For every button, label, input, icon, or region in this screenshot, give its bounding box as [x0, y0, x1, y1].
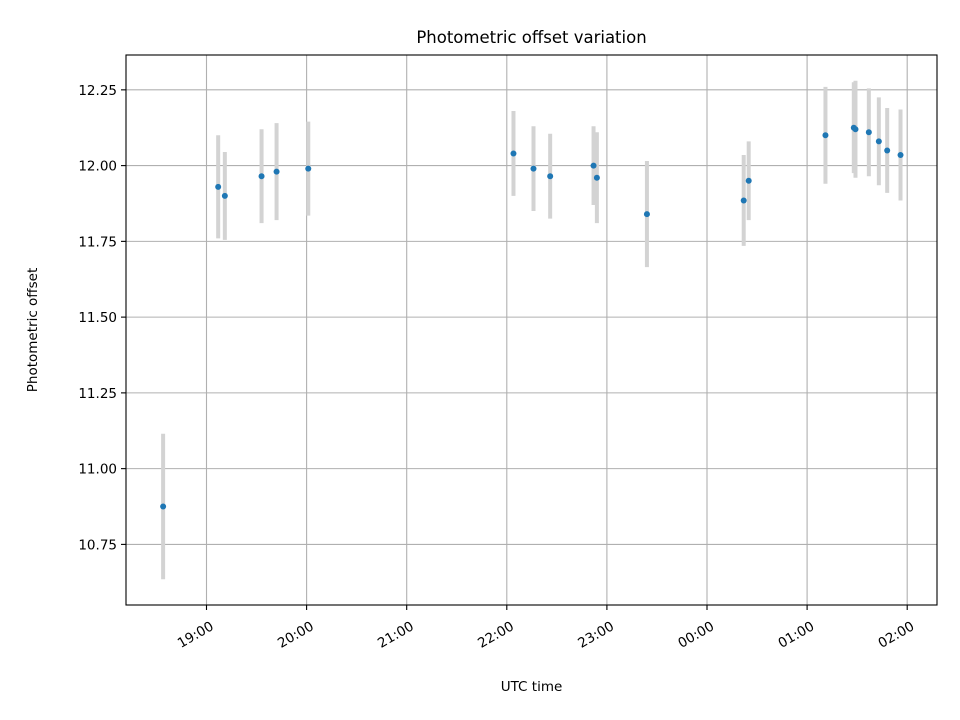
y-tick-label: 11.75 — [78, 234, 117, 250]
x-axis-label: UTC time — [501, 679, 563, 695]
y-tick-label: 11.50 — [78, 310, 117, 326]
data-point — [530, 165, 537, 172]
plot-frame — [125, 54, 938, 606]
data-points — [160, 124, 904, 510]
data-point — [745, 177, 752, 184]
y-tick-label: 12.25 — [78, 83, 117, 99]
y-tick-label: 12.00 — [78, 159, 117, 175]
data-point — [547, 173, 554, 180]
data-point — [897, 152, 904, 158]
y-tick-label: 11.00 — [78, 462, 117, 478]
data-point — [258, 173, 265, 180]
data-point — [221, 192, 228, 199]
data-point — [865, 129, 872, 136]
data-point — [822, 132, 829, 139]
data-point — [740, 197, 747, 204]
data-point — [273, 168, 280, 175]
y-axis-label: Photometric offset — [25, 268, 41, 392]
data-point — [160, 503, 167, 510]
data-point — [884, 147, 891, 154]
data-point — [305, 165, 312, 172]
data-point — [852, 126, 859, 133]
y-tick-label: 11.25 — [78, 386, 117, 402]
data-point — [215, 183, 222, 190]
y-tick-label: 10.75 — [78, 537, 117, 553]
data-point — [643, 211, 650, 218]
data-point — [510, 150, 517, 157]
data-point — [590, 162, 597, 169]
data-point — [593, 174, 600, 181]
data-point — [875, 138, 882, 145]
chart-title: Photometric offset variation — [416, 28, 646, 47]
